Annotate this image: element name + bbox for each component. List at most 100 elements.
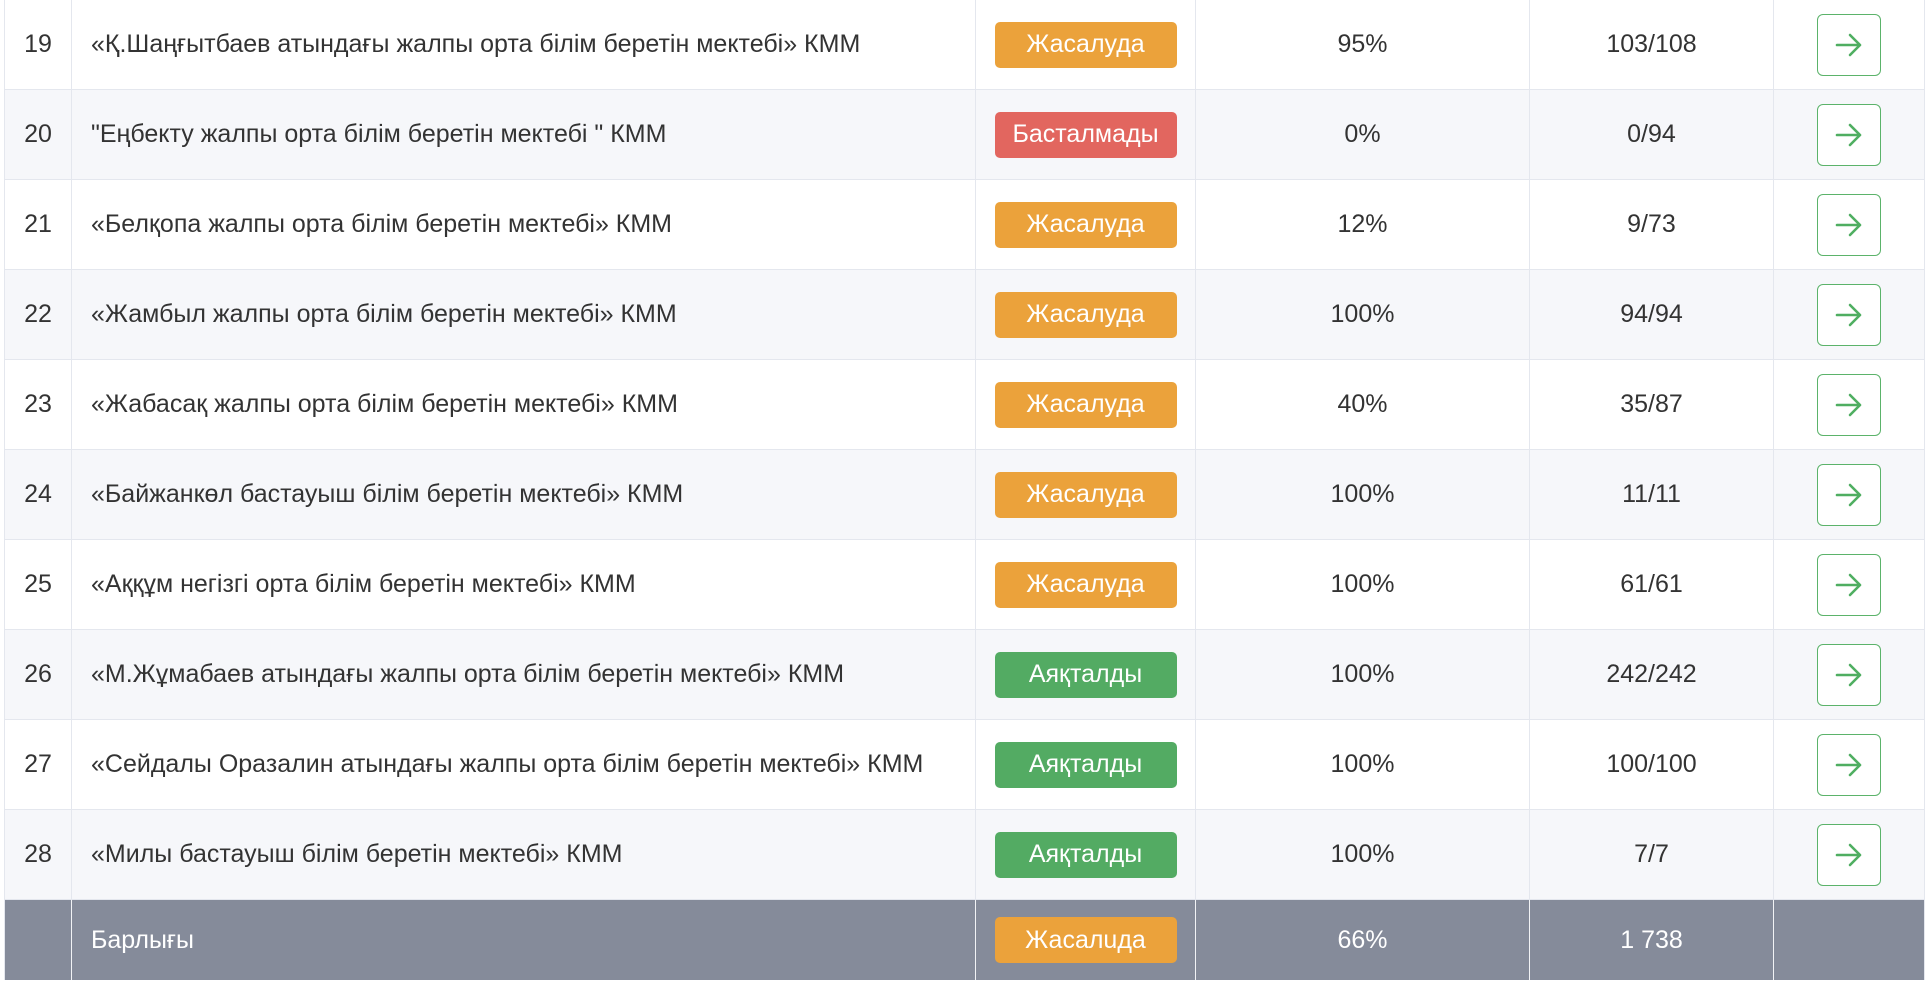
school-name: «Жабасақ жалпы орта білім беретін мектеб… [72,360,976,449]
status-cell: Жасалуда [976,360,1196,449]
count: 7/7 [1530,810,1774,899]
row-number: 20 [5,90,72,179]
arrow-icon [1835,483,1862,506]
percent: 40% [1196,360,1530,449]
status-badge: Жасалуда [994,471,1177,518]
table-row: 25 «Аққұм негізгі орта білім беретін мект… [5,540,1924,630]
school-name: «Қ.Шаңғытбаев атындағы жалпы орта білім … [72,0,976,89]
row-number: 24 [5,450,72,539]
status-cell: Басталмады [976,90,1196,179]
open-button[interactable] [1817,103,1881,166]
table-row: 24 «Байжанкөл бастауыш білім беретін мект… [5,450,1924,540]
open-button[interactable] [1817,193,1881,256]
status-cell: Аяқталды [976,720,1196,809]
row-number: 21 [5,180,72,269]
count: 103/108 [1530,0,1774,89]
open-button[interactable] [1817,373,1881,436]
school-name: «Милы бастауыш білім беретін мектебі» КМ… [72,810,976,899]
status-cell: Жасалuда [976,900,1196,980]
action-cell [1774,900,1924,980]
open-button[interactable] [1817,553,1881,616]
status-badge: Аяқталды [994,741,1177,788]
action-cell [1774,360,1924,449]
count: 242/242 [1530,630,1774,719]
school-name: "Еңбекту жалпы орта білім беретін мектеб… [72,90,976,179]
table-row: 27 «Сейдалы Оразалин атындағы жалпы орта … [5,720,1924,810]
row-number: 23 [5,360,72,449]
status-badge: Жасалуда [994,291,1177,338]
table-row: 23 «Жабасақ жалпы орта білім беретін мект… [5,360,1924,450]
status-badge: Жасалуда [994,201,1177,248]
open-button[interactable] [1817,733,1881,796]
count: 0/94 [1530,90,1774,179]
count: 11/11 [1530,450,1774,539]
status-cell: Аяқталды [976,630,1196,719]
status-cell: Жасалуда [976,450,1196,539]
action-cell [1774,270,1924,359]
arrow-icon [1835,573,1862,596]
percent: 100% [1196,630,1530,719]
status-badge: Аяқталды [994,831,1177,878]
action-cell [1774,720,1924,809]
status-cell: Жасалуда [976,0,1196,89]
count: 1 738 [1530,900,1774,980]
status-badge: Жасалуда [994,21,1177,68]
status-cell: Жасалуда [976,540,1196,629]
percent: 100% [1196,270,1530,359]
arrow-icon [1835,33,1862,56]
row-number: 22 [5,270,72,359]
action-cell [1774,540,1924,629]
action-cell [1774,0,1924,89]
status-cell: Жасалуда [976,270,1196,359]
school-name: «М.Жұмабаев атындағы жалпы орта білім бе… [72,630,976,719]
open-button[interactable] [1817,13,1881,76]
status-badge: Аяқталды [994,651,1177,698]
table-row: 20 "Еңбекту жалпы орта білім беретін мект… [5,90,1924,180]
arrow-icon [1835,843,1862,866]
table-row: 19 «Қ.Шаңғытбаев атындағы жалпы орта білі… [5,0,1924,90]
count: 35/87 [1530,360,1774,449]
table-row: 26 «М.Жұмабаев атындағы жалпы орта білім … [5,630,1924,720]
school-name: «Аққұм негізгі орта білім беретін мектеб… [72,540,976,629]
arrow-icon [1835,123,1862,146]
count: 100/100 [1530,720,1774,809]
action-cell [1774,180,1924,269]
open-button[interactable] [1817,643,1881,706]
schools-table: 19 «Қ.Шаңғытбаев атындағы жалпы орта білі… [4,0,1925,980]
open-button[interactable] [1817,283,1881,346]
row-number: 27 [5,720,72,809]
status-cell: Аяқталды [976,810,1196,899]
count: 61/61 [1530,540,1774,629]
school-name: «Жамбыл жалпы орта білім беретін мектебі… [72,270,976,359]
row-number: 26 [5,630,72,719]
school-name: «Сейдалы Оразалин атындағы жалпы орта бі… [72,720,976,809]
open-button[interactable] [1817,463,1881,526]
table-footer: Барлығы Жасалuда 66% 1 738 [5,900,1924,980]
arrow-icon [1835,393,1862,416]
arrow-icon [1835,663,1862,686]
row-number: 19 [5,0,72,89]
school-name: «Белқопа жалпы орта білім беретін мектеб… [72,180,976,269]
action-cell [1774,450,1924,539]
arrow-icon [1835,303,1862,326]
percent: 100% [1196,540,1530,629]
table-row: 21 «Белқопа жалпы орта білім беретін мект… [5,180,1924,270]
table-row: 28 «Милы бастауыш білім беретін мектебі» … [5,810,1924,900]
status-badge: Жасалуда [994,561,1177,608]
percent: 12% [1196,180,1530,269]
row-number: 25 [5,540,72,629]
row-number [5,900,72,980]
count: 9/73 [1530,180,1774,269]
arrow-icon [1835,213,1862,236]
open-button[interactable] [1817,823,1881,886]
table-row: 22 «Жамбыл жалпы орта білім беретін мекте… [5,270,1924,360]
status-cell: Жасалуда [976,180,1196,269]
count: 94/94 [1530,270,1774,359]
percent: 0% [1196,90,1530,179]
status-badge: Жасалuда [994,917,1177,963]
arrow-icon [1835,753,1862,776]
action-cell [1774,90,1924,179]
row-number: 28 [5,810,72,899]
percent: 100% [1196,810,1530,899]
